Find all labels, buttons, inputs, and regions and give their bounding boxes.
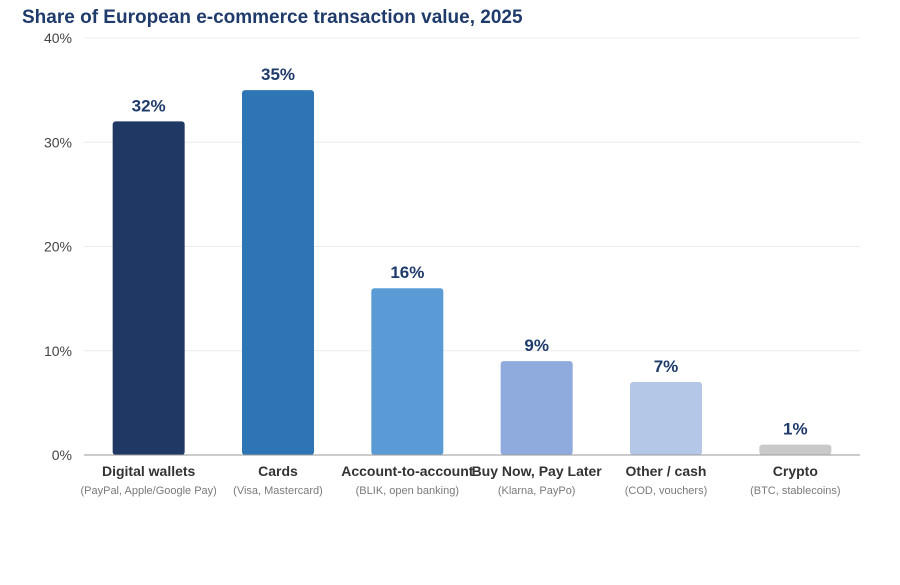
bar-value-label: 35% bbox=[261, 65, 295, 84]
x-category-sublabel: (BLIK, open banking) bbox=[356, 485, 459, 497]
y-tick-label: 20% bbox=[44, 239, 72, 255]
x-axis-categories: Digital wallets (PayPal, Apple/Google Pay… bbox=[80, 463, 840, 497]
x-category-sublabel: (Klarna, PayPo) bbox=[498, 485, 576, 497]
y-axis-ticks: 0% 10% 20% 30% 40% bbox=[44, 30, 72, 463]
y-tick-label: 10% bbox=[44, 343, 72, 359]
y-tick-label: 30% bbox=[44, 134, 72, 150]
x-category-sublabel: (COD, vouchers) bbox=[625, 485, 708, 497]
bar-value-label: 16% bbox=[390, 263, 424, 282]
bar bbox=[242, 90, 314, 455]
x-category-label: Other / cash bbox=[626, 463, 707, 479]
bar-value-label: 9% bbox=[524, 336, 549, 355]
x-category-label: Crypto bbox=[773, 463, 818, 479]
x-category-label: Digital wallets bbox=[102, 463, 196, 479]
chart-title: Share of European e-commerce transaction… bbox=[22, 7, 523, 28]
y-tick-label: 0% bbox=[52, 447, 72, 463]
bar bbox=[371, 288, 444, 455]
bar bbox=[630, 382, 702, 455]
bar bbox=[500, 361, 573, 455]
x-category-label: Account-to-account bbox=[341, 463, 474, 479]
bar-value-labels: 32% 35% 16% 9% 7% 1% bbox=[132, 65, 808, 438]
bar-value-label: 1% bbox=[783, 420, 808, 439]
bars bbox=[112, 90, 832, 456]
x-category-label: Cards bbox=[258, 463, 298, 479]
x-category-sublabel: (PayPal, Apple/Google Pay) bbox=[80, 485, 216, 497]
y-tick-label: 40% bbox=[44, 30, 72, 46]
bar bbox=[759, 444, 832, 455]
bar bbox=[112, 121, 185, 456]
x-category-label: Buy Now, Pay Later bbox=[472, 463, 603, 479]
gridlines bbox=[84, 37, 860, 352]
bar-value-label: 7% bbox=[654, 357, 679, 376]
bar-value-label: 32% bbox=[132, 96, 166, 115]
x-category-sublabel: (Visa, Mastercard) bbox=[233, 485, 323, 497]
x-category-sublabel: (BTC, stablecoins) bbox=[750, 485, 840, 497]
